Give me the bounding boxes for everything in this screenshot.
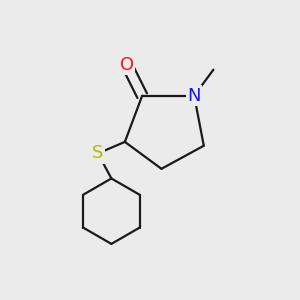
Text: O: O [120, 56, 134, 74]
Text: S: S [92, 144, 103, 162]
Text: N: N [188, 87, 201, 105]
